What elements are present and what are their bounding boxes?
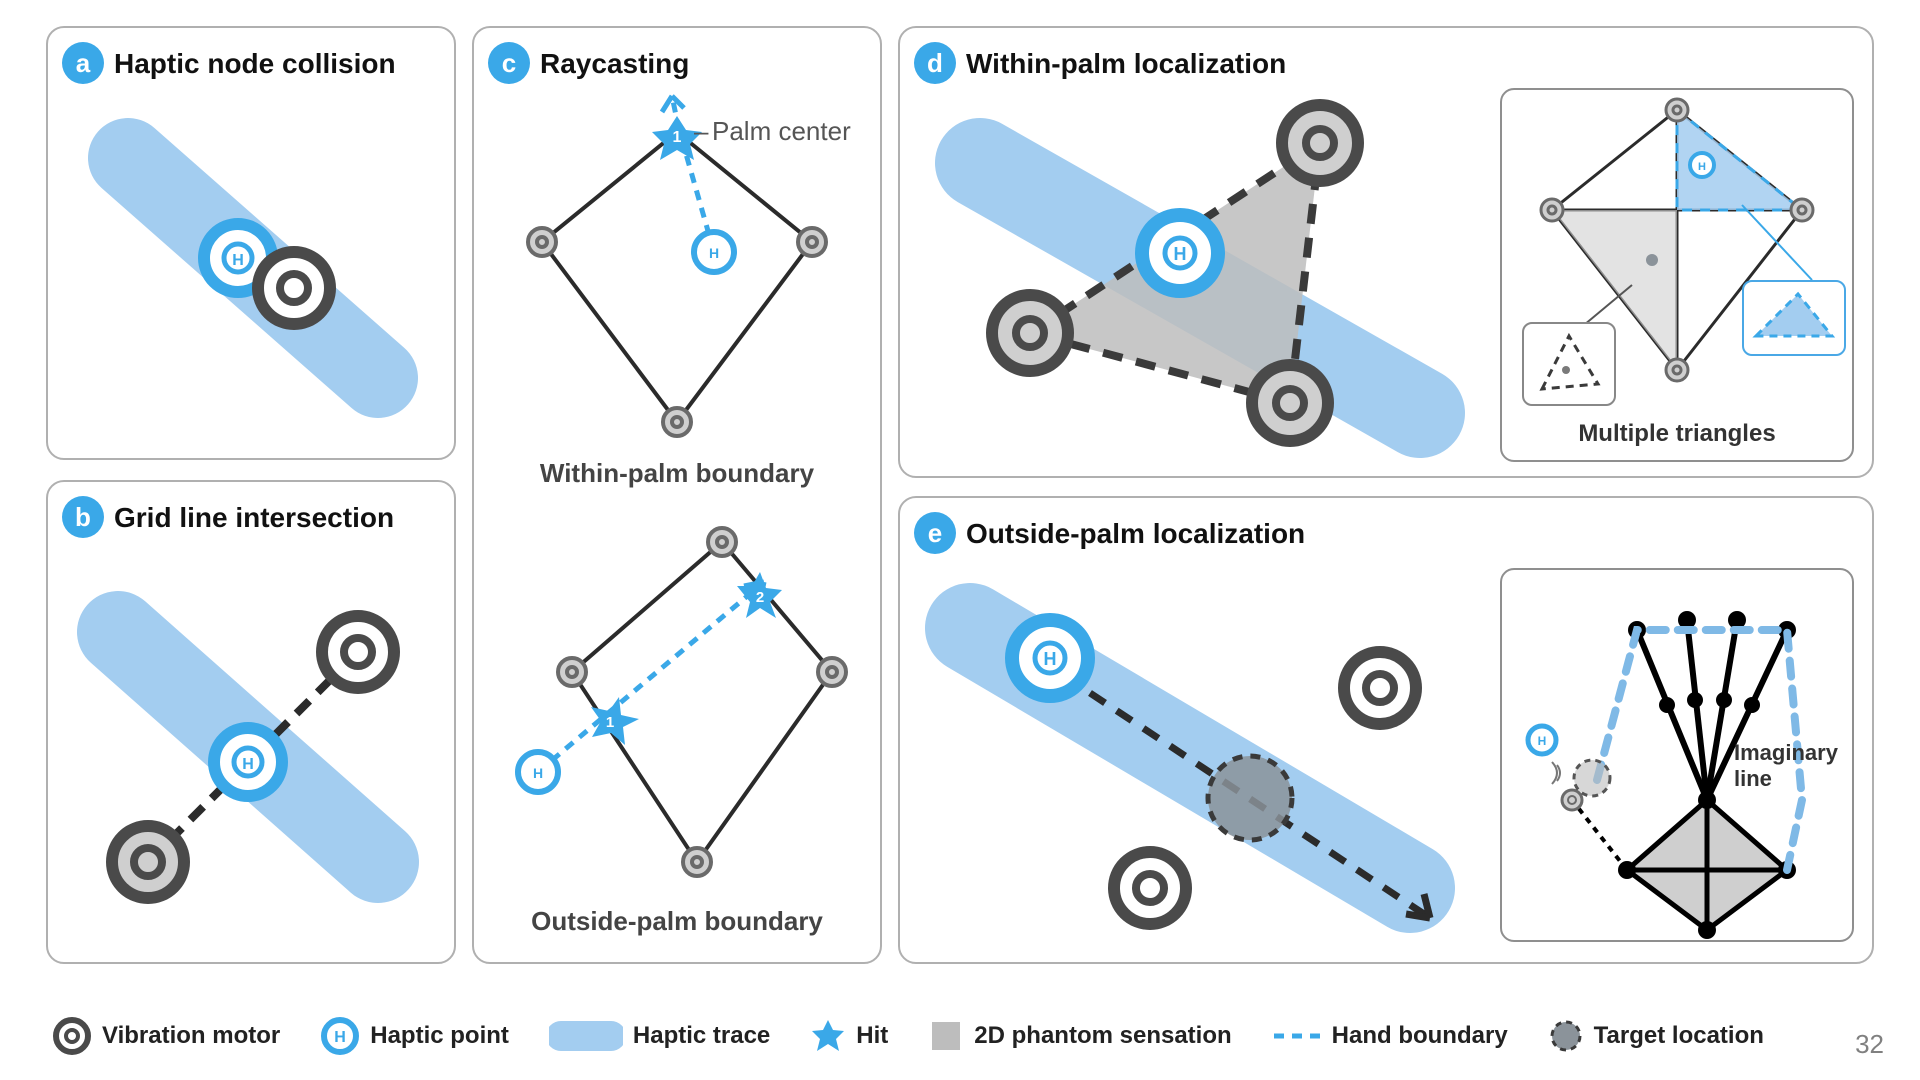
mini-inset-grey	[1522, 322, 1616, 406]
badge-d: d	[914, 42, 956, 84]
legend-label: Target location	[1594, 1022, 1764, 1050]
haptic-trace-icon	[549, 1019, 623, 1053]
inset-e: H Imaginary line	[1500, 568, 1854, 942]
legend-label: Haptic point	[370, 1022, 509, 1050]
panel-b: b Grid line intersection H	[46, 480, 456, 964]
diagram-c-within: 1 H	[474, 92, 880, 492]
legend-haptic-point: H Haptic point	[320, 1016, 509, 1056]
svg-text:H: H	[1044, 649, 1057, 669]
title-b: Grid line intersection	[114, 502, 394, 534]
title-a: Haptic node collision	[114, 48, 396, 80]
hand-boundary-icon	[1272, 1026, 1322, 1046]
diagram-b: H	[48, 542, 454, 962]
legend-label: Vibration motor	[102, 1022, 280, 1050]
target-location-icon	[1548, 1018, 1584, 1054]
panel-c: c Raycasting 1 H Palm center – Within	[472, 26, 882, 964]
vibration-motor-icon	[52, 1016, 92, 1056]
legend: Vibration motor H Haptic point Haptic tr…	[52, 1012, 1790, 1060]
legend-hit: Hit	[810, 1018, 888, 1054]
svg-text:H: H	[1174, 244, 1187, 264]
diagram-e-main: H	[910, 558, 1490, 958]
svg-text:H: H	[1538, 734, 1547, 748]
phantom-icon	[928, 1018, 964, 1054]
mini-inset-blue	[1742, 280, 1846, 356]
svg-text:1: 1	[673, 129, 682, 146]
caption-c-outside: Outside-palm boundary	[474, 906, 880, 937]
panel-a: a Haptic node collision H	[46, 26, 456, 460]
svg-text:H: H	[709, 245, 719, 261]
svg-text:H: H	[1698, 161, 1706, 173]
title-c: Raycasting	[540, 48, 689, 80]
legend-hand-boundary: Hand boundary	[1272, 1022, 1508, 1050]
diagram-c-outside: 1 2 H	[474, 512, 880, 912]
badge-b: b	[62, 496, 104, 538]
caption-c-within: Within-palm boundary	[474, 458, 880, 489]
svg-text:2: 2	[756, 589, 764, 606]
svg-text:H: H	[232, 252, 244, 269]
svg-text:H: H	[533, 765, 543, 781]
badge-e: e	[914, 512, 956, 554]
palm-center-dash: –	[694, 116, 708, 147]
legend-label: 2D phantom sensation	[974, 1022, 1231, 1050]
caption-d-multi: Multiple triangles	[1502, 420, 1852, 448]
hit-icon	[810, 1018, 846, 1054]
diagram-a: H	[48, 78, 454, 458]
title-d: Within-palm localization	[966, 48, 1286, 80]
inset-d: H Multiple triangles	[1500, 88, 1854, 462]
legend-label: Hit	[856, 1022, 888, 1050]
palm-center-label: Palm center	[712, 116, 851, 147]
badge-c: c	[488, 42, 530, 84]
legend-label: Hand boundary	[1332, 1022, 1508, 1050]
svg-text:H: H	[242, 756, 254, 773]
svg-text:H: H	[334, 1029, 346, 1046]
haptic-point-icon: H	[320, 1016, 360, 1056]
legend-haptic-trace: Haptic trace	[549, 1019, 770, 1053]
diagram-d-main: H	[910, 83, 1490, 473]
panel-e: e Outside-palm localization H	[898, 496, 1874, 964]
page-number: 32	[1855, 1029, 1884, 1060]
title-e: Outside-palm localization	[966, 518, 1305, 550]
legend-label: Haptic trace	[633, 1022, 770, 1050]
legend-vibration-motor: Vibration motor	[52, 1016, 280, 1056]
panel-d: d Within-palm localization H	[898, 26, 1874, 478]
imaginary-line-label: Imaginary line	[1734, 740, 1844, 792]
svg-text:1: 1	[606, 714, 614, 731]
legend-phantom: 2D phantom sensation	[928, 1018, 1231, 1054]
legend-target-location: Target location	[1548, 1018, 1764, 1054]
stage: a Haptic node collision H b Grid line in…	[0, 0, 1920, 1080]
